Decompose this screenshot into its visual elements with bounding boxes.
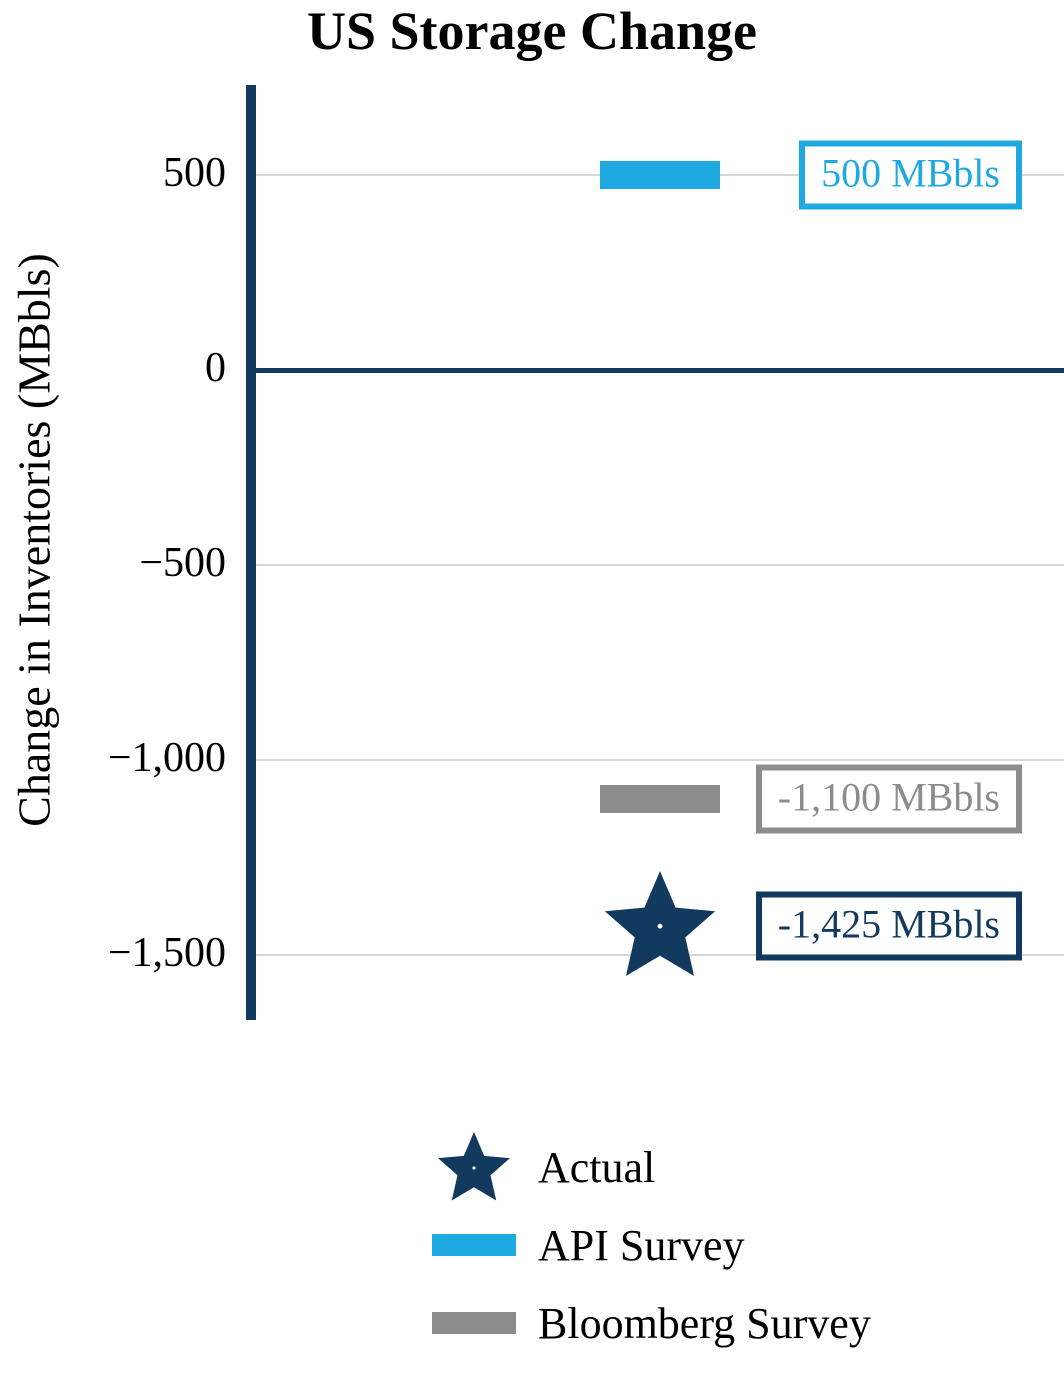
- annotation-bloomberg-survey: -1,100 MBbls: [755, 764, 1022, 834]
- zero-baseline: [256, 368, 1064, 373]
- annotation-api-survey: 500 MBbls: [799, 140, 1022, 210]
- legend-bar-icon-cell: [410, 1312, 538, 1334]
- legend-item-api-survey: API Survey: [410, 1206, 871, 1284]
- legend-label: API Survey: [538, 1220, 745, 1270]
- y-tick-label: −500: [139, 540, 226, 587]
- marker-bar-api-survey: [600, 161, 720, 189]
- legend-item-bloomberg-survey: Bloomberg Survey: [410, 1284, 871, 1362]
- y-tick-label: −1,000: [107, 735, 226, 782]
- chart-title: US Storage Change: [306, 1, 757, 61]
- legend-label: Actual: [538, 1142, 656, 1192]
- legend: Actual API Survey Bloomberg Survey: [410, 1128, 871, 1362]
- legend-item-actual: Actual: [410, 1128, 871, 1206]
- gridline: [256, 759, 1064, 761]
- gridline: [256, 564, 1064, 566]
- legend-star-icon-cell: [410, 1131, 538, 1203]
- y-tick-label: 0: [205, 345, 226, 392]
- y-tick-label: −1,500: [107, 930, 226, 977]
- legend-label: Bloomberg Survey: [538, 1298, 871, 1348]
- annotation-actual: -1,425 MBbls: [755, 891, 1022, 961]
- marker-star-actual: [604, 871, 716, 977]
- star-icon: [437, 1131, 511, 1201]
- legend-bar-icon-cell: [410, 1234, 538, 1256]
- y-axis-line: [246, 85, 256, 1020]
- marker-bar-bloomberg-survey: [600, 785, 720, 813]
- bar-swatch-icon: [432, 1312, 516, 1334]
- y-tick-label: 500: [163, 150, 226, 197]
- bar-swatch-icon: [432, 1234, 516, 1256]
